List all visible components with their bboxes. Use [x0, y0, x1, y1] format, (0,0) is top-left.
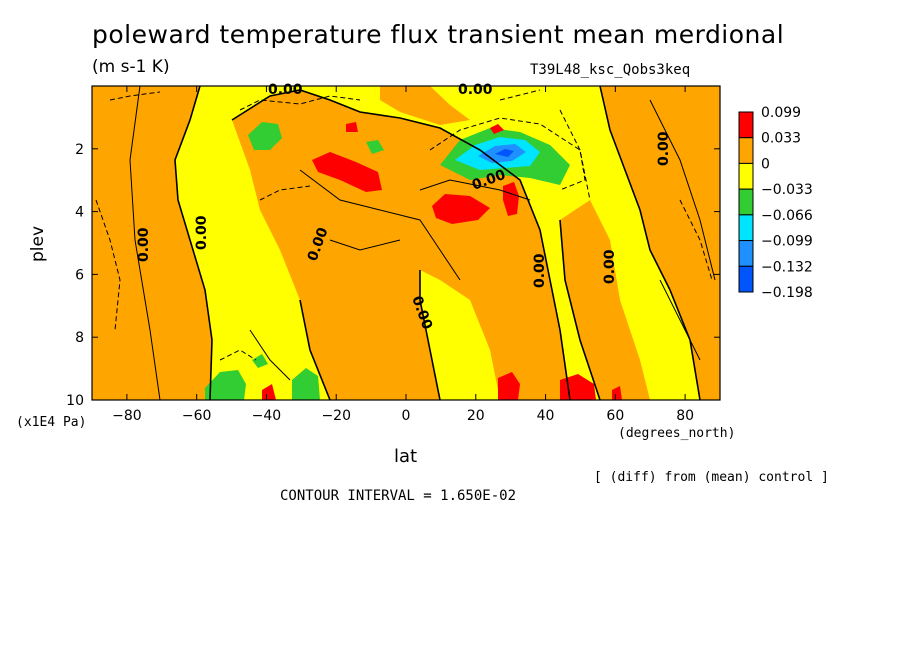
colorbar-swatch	[738, 188, 754, 216]
contour-label: 0.00	[602, 249, 618, 284]
region-red-b1	[498, 372, 520, 400]
x-axis: −80 −60 −40 −20 0 20 40 60 80	[112, 86, 694, 424]
colorbar-swatch	[738, 162, 754, 190]
contour-label: 0.00	[136, 227, 152, 262]
contour-label: 0.00	[532, 253, 548, 288]
contour-label: 0.00	[268, 82, 303, 98]
chart-title: poleward temperature flux transient mean…	[92, 20, 785, 49]
region-red-1	[312, 152, 382, 192]
colorbar-swatch	[738, 240, 754, 267]
region-red-b4	[262, 384, 276, 400]
region-orange-east	[600, 86, 720, 400]
y-tick-label: 4	[75, 205, 84, 221]
x-tick-label: −40	[252, 408, 282, 424]
region-red-4	[346, 122, 358, 132]
y-axis-label: plev	[28, 225, 48, 262]
region-red-b3	[612, 386, 622, 400]
colorbar-label: −0.099	[761, 234, 813, 250]
chart-units: (m s-1 K)	[92, 57, 170, 77]
colorbar-label: 0	[761, 156, 770, 172]
colorbar-swatch	[738, 265, 754, 293]
region-orange-east2	[560, 200, 650, 400]
y-tick-label: 2	[75, 142, 84, 158]
region-green-bottom-2	[292, 368, 320, 400]
colorbar-label: −0.132	[761, 259, 813, 275]
y-axis-units: (x1E4 Pa)	[16, 415, 87, 430]
x-axis-units: (degrees_north)	[618, 426, 736, 441]
colorbar-swatch	[738, 214, 754, 242]
colorbar-label: −0.198	[761, 285, 813, 301]
region-green-top-mid	[366, 140, 384, 154]
contour-lines	[129, 85, 716, 401]
region-red-3	[503, 182, 519, 216]
region-deepblue	[495, 149, 514, 157]
region-green-bottom-3	[252, 354, 268, 368]
region-red-2	[432, 194, 490, 224]
y-tick-label: 6	[75, 267, 84, 283]
region-orange-west	[92, 86, 212, 400]
region-green-top-left	[248, 122, 282, 150]
x-axis-label: lat	[394, 446, 418, 467]
colorbar-swatch	[738, 111, 754, 139]
x-tick-label: −20	[321, 408, 351, 424]
x-tick-label: 60	[606, 408, 624, 424]
region-red-5	[490, 124, 504, 134]
x-tick-label: 0	[402, 408, 411, 424]
plot-fill	[92, 86, 720, 400]
x-tick-label: 80	[676, 408, 694, 424]
y-axis: 2 4 6 8 10	[66, 142, 720, 409]
contour-label: 0.00	[656, 131, 672, 166]
region-orange-center-top	[380, 86, 470, 125]
colorbar-label: 0.099	[761, 105, 801, 121]
y-tick-label: 8	[75, 330, 84, 346]
contour-label: 0.00	[194, 215, 210, 250]
colorbar-label: −0.033	[761, 182, 813, 198]
colorbar: 0.099 0.033 0 −0.033 −0.066 −0.099 −0.132 −0.19…	[738, 105, 813, 301]
contour-lines-dashed	[95, 89, 713, 361]
x-tick-label: 20	[467, 408, 485, 424]
run-label: T39L48_ksc_Qobs3keq	[530, 62, 691, 78]
colorbar-label: −0.066	[761, 208, 813, 224]
x-tick-label: −60	[182, 408, 212, 424]
x-tick-label: 40	[537, 408, 555, 424]
diff-note: [ (diff) from (mean) control ]	[594, 470, 829, 485]
contour-interval: CONTOUR INTERVAL = 1.650E-02	[280, 488, 517, 504]
x-tick-label: −80	[112, 408, 142, 424]
region-green-bottom-1	[205, 370, 246, 400]
y-tick-label: 10	[66, 393, 84, 409]
colorbar-swatch	[738, 137, 754, 164]
colorbar-label: 0.033	[761, 131, 801, 147]
